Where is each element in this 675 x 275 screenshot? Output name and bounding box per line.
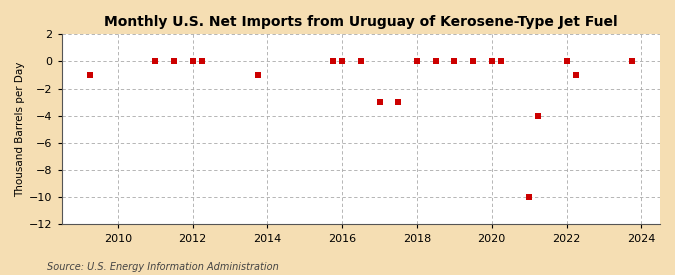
Point: [533, 114, 544, 118]
Title: Monthly U.S. Net Imports from Uruguay of Kerosene-Type Jet Fuel: Monthly U.S. Net Imports from Uruguay of…: [104, 15, 618, 29]
Point: [356, 59, 367, 64]
Point: [524, 195, 535, 199]
Point: [393, 100, 404, 104]
Point: [169, 59, 180, 64]
Point: [495, 59, 506, 64]
Point: [570, 73, 581, 77]
Point: [412, 59, 423, 64]
Text: Source: U.S. Energy Information Administration: Source: U.S. Energy Information Administ…: [47, 262, 279, 272]
Point: [430, 59, 441, 64]
Point: [561, 59, 572, 64]
Point: [150, 59, 161, 64]
Y-axis label: Thousand Barrels per Day: Thousand Barrels per Day: [15, 62, 25, 197]
Point: [468, 59, 479, 64]
Point: [626, 59, 637, 64]
Point: [84, 73, 95, 77]
Point: [252, 73, 263, 77]
Point: [449, 59, 460, 64]
Point: [374, 100, 385, 104]
Point: [327, 59, 338, 64]
Point: [337, 59, 348, 64]
Point: [486, 59, 497, 64]
Point: [187, 59, 198, 64]
Point: [196, 59, 207, 64]
